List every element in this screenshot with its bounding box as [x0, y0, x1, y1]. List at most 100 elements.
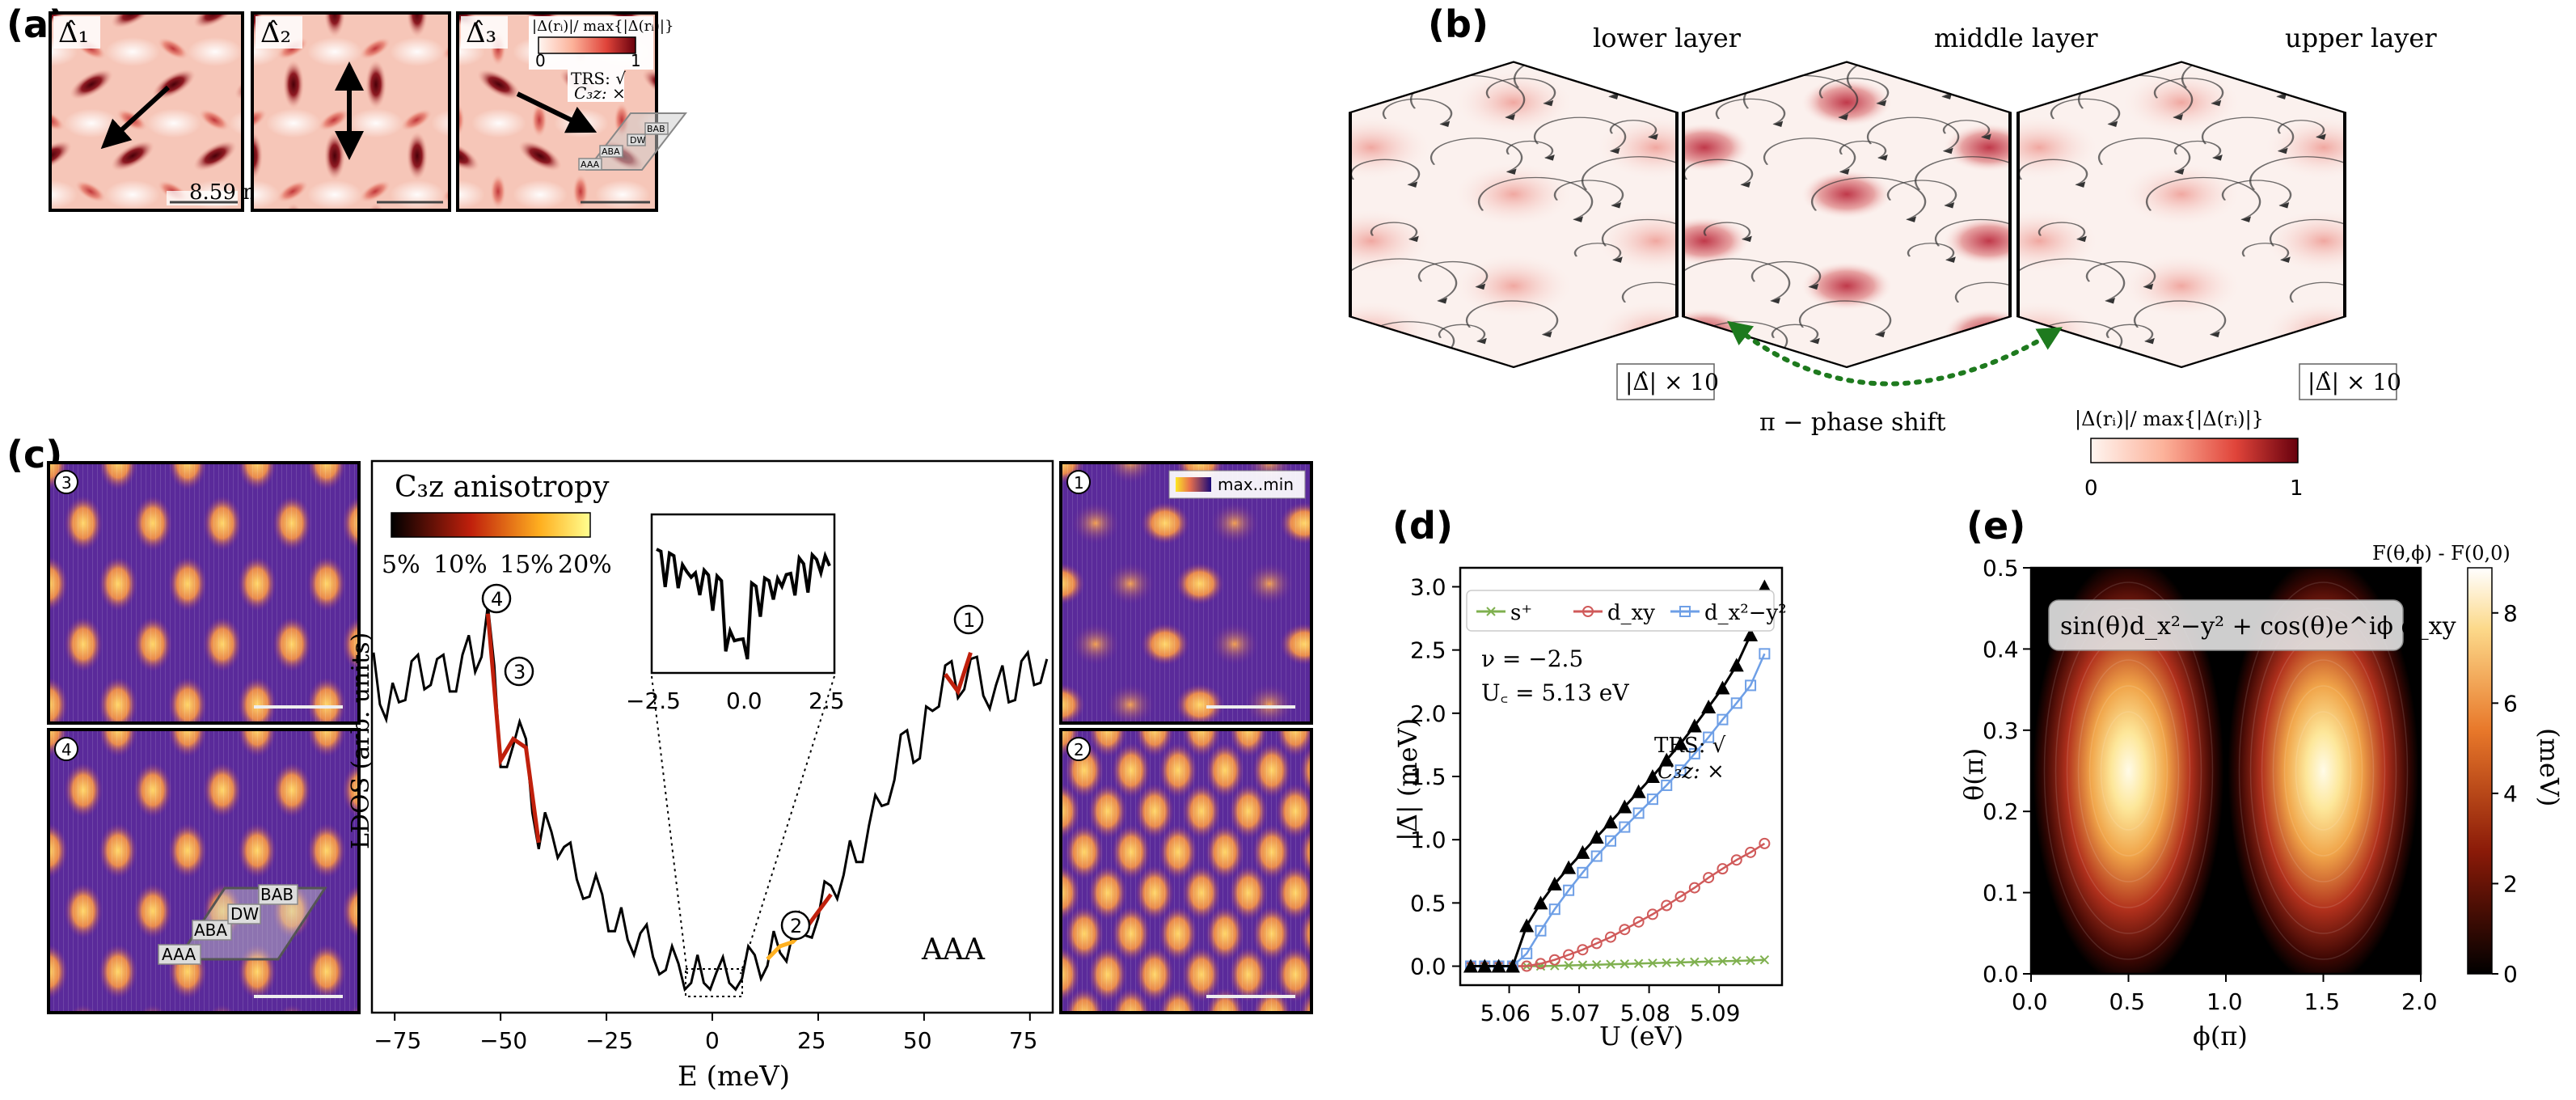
chart-d: 0.0 0.5 1.0 1.5 2.0 2.5 3.0 5.06 5.07 5.08 5.09 U (…	[1392, 566, 1787, 1051]
ldos-xticks: −75 −50 −25 0 25 50 75	[374, 1013, 1037, 1054]
chart-e-colorbar	[2467, 567, 2493, 975]
phase-shift-arrow	[1727, 320, 2063, 387]
chart-d-point-dx2y2-11	[1619, 821, 1631, 833]
formula-box	[2048, 599, 2404, 651]
heatmap-lobe-0	[2033, 568, 2224, 974]
chart-d-ytick-3: 1.5	[1410, 764, 1446, 790]
map-number-4: 4	[61, 740, 72, 759]
chart-d-ytick-1: 0.5	[1410, 890, 1446, 916]
chart-d-point-s-10	[1606, 959, 1615, 969]
chart-d-point-s-15	[1675, 958, 1686, 967]
chart-d-point-total-9	[1589, 830, 1604, 844]
chart-d-ytick-6: 3.0	[1410, 573, 1446, 600]
ldos-xtick-4: 25	[797, 1027, 826, 1054]
chart-d-point-s-17	[1704, 957, 1713, 967]
hex-upper-layer: upper layer	[2016, 23, 2437, 369]
ldos-xtick-3: 0	[705, 1027, 720, 1054]
chart-d-annotation-2: TRS: √	[1654, 734, 1726, 758]
chart-d-point-dxy-12	[1632, 916, 1645, 928]
chart-d-legend-2: d_x²−y²	[1704, 601, 1787, 625]
chart-e-ytick-0: 0.0	[1983, 961, 2019, 988]
chart-d-point-s-8	[1577, 960, 1588, 970]
inset-curve	[656, 548, 831, 660]
anisotropy-colorbar	[391, 512, 591, 538]
chart-d-line-2	[1471, 842, 1766, 967]
chart-e-colorbar-label: (meV)	[2534, 728, 2565, 806]
trs-label-a: TRS: √	[571, 69, 626, 88]
scale-note-upper-bg	[2299, 363, 2397, 400]
panel-b-label: (b)	[1428, 2, 1489, 46]
formula-label: sin(θ)d_x²−y² + cos(θ)e^iϕ d_xy	[2060, 612, 2456, 641]
panel-a-tile-3: Δ̂₃ |Δ(rᵢ)|/ max{|Δ(rᵢ)|} 0 1 TRS: √ C₃z…	[456, 11, 688, 212]
vector-arrow-a1	[100, 85, 171, 150]
ldos-ylabel: LDOS (arb. units)	[347, 632, 375, 849]
stack-dw-a: DW	[630, 135, 645, 146]
chart-d-xtick-3: 5.09	[1690, 1000, 1740, 1026]
chart-d-point-dxy-20	[1745, 846, 1757, 858]
stack-aba-a: ABA	[602, 146, 620, 157]
chart-d-line-1	[1471, 653, 1766, 967]
chart-d-point-dxy-19	[1730, 854, 1742, 866]
chart-d-point-total-7	[1561, 860, 1577, 874]
chart-d-point-total-12	[1631, 784, 1646, 798]
chart-d-legend: s⁺ d_xy d_x²−y²	[1466, 590, 1787, 632]
chart-d-point-total-17	[1701, 700, 1717, 713]
chart-d-point-dx2y2-8	[1577, 866, 1589, 878]
chart-d-point-total-19	[1729, 658, 1744, 672]
chart-d-line-0	[1471, 586, 1766, 967]
chart-d-point-total-3	[1505, 958, 1520, 973]
chart-d-point-s-9	[1592, 959, 1602, 970]
ldos-map-2: 2	[1059, 728, 1313, 1014]
chart-d-point-s-16	[1690, 957, 1700, 967]
chart-d-ylabel: |Δ̄| (meV)	[1392, 718, 1423, 841]
ldos-map-3: 3	[47, 461, 361, 725]
colorbar-b-label: |Δ(rᵢ)|/ max{|Δ(rᵢ)|}	[2075, 408, 2264, 431]
ldos-curve	[372, 604, 1049, 992]
ldos-markers: 1 2 3 4	[481, 583, 984, 941]
chart-d-legend-1: d_xy	[1607, 601, 1655, 625]
marker-1: 1	[963, 609, 975, 632]
chart-d-point-s-13	[1648, 958, 1658, 968]
chart-d-point-total-8	[1575, 844, 1590, 859]
chart-d-point-dx2y2-21	[1759, 648, 1771, 660]
heatmap-lobe-1	[2228, 568, 2419, 974]
c3z-label-a: C₃z: ×	[574, 83, 626, 103]
chart-d-point-dx2y2-14	[1661, 779, 1673, 791]
chart-d-point-dxy-5	[1535, 958, 1547, 970]
ldos-xtick-1: −50	[479, 1027, 527, 1054]
colorbar-b-min: 0	[2084, 476, 2098, 501]
tile-a1-label: Δ̂₁	[58, 17, 89, 49]
chart-d-point-dxy-4	[1521, 960, 1533, 972]
chart-d-point-s-11	[1620, 959, 1630, 969]
chart-e-xtick-1: 0.5	[2109, 988, 2146, 1015]
anisotropy-title: C₃z anisotropy	[395, 471, 610, 504]
anisotropy-tick-10: 10%	[433, 551, 488, 579]
chart-d-point-dxy-15	[1674, 891, 1687, 903]
chart-e-xtick-3: 1.5	[2304, 988, 2341, 1015]
inset-tick-neg: −2.5	[626, 688, 681, 714]
stack-aaa-c: AAA	[162, 945, 196, 964]
colorbar-b	[2090, 438, 2299, 463]
chart-d-point-dx2y2-4	[1521, 947, 1533, 959]
tile-a1-texture	[50, 13, 243, 209]
chart-d-point-total-11	[1617, 799, 1632, 814]
chart-d-xtick-0: 5.06	[1480, 1000, 1531, 1026]
panel-e-label: (e)	[1966, 504, 2025, 548]
region-label-aaa: AAA	[921, 933, 986, 967]
ldos-inset	[650, 513, 836, 675]
ldos-maps: 3 4 1 2 max..min	[47, 461, 1313, 1014]
chart-d-point-dxy-9	[1590, 937, 1603, 950]
chart-d-point-total-15	[1673, 736, 1688, 751]
anisotropy-segment-1	[485, 613, 541, 844]
chart-d-point-total-18	[1715, 680, 1730, 695]
anisotropy-tick-5: 5%	[382, 551, 420, 579]
chart-d-point-dxy-6	[1548, 954, 1560, 966]
ldos-xlabel: E (meV)	[678, 1060, 790, 1093]
chart-d-point-dx2y2-13	[1646, 793, 1658, 806]
chart-d-point-s-7	[1564, 960, 1573, 971]
chart-d-point-total-2	[1491, 958, 1506, 973]
chart-d-point-s-19	[1732, 956, 1742, 966]
ldos-xtick-5: 50	[903, 1027, 932, 1054]
colorbar-b-max: 1	[2290, 476, 2304, 501]
anisotropy-segment-5	[944, 652, 973, 696]
